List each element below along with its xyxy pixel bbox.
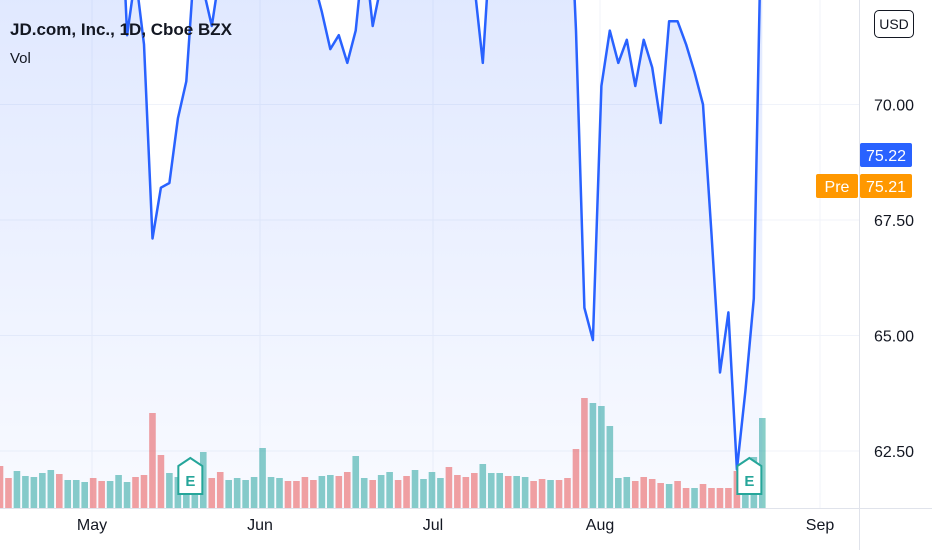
x-tick-label: Aug [586, 517, 614, 534]
currency-button[interactable]: USD [874, 10, 914, 38]
y-tick-label: 62.50 [874, 444, 914, 461]
x-tick-label: Sep [806, 517, 835, 534]
last-price-value: 75.22 [866, 148, 906, 165]
y-tick-label: 65.00 [874, 329, 914, 346]
y-tick-label: 70.00 [874, 98, 914, 115]
x-tick-label: May [77, 517, 107, 534]
premarket-value: 75.21 [866, 179, 906, 196]
premarket-label: Pre [825, 179, 850, 196]
earnings-marker-shape [736, 456, 763, 495]
volume-indicator-label[interactable]: Vol [10, 50, 31, 67]
y-tick-label: 67.50 [874, 213, 914, 230]
earnings-marker-label: E [185, 473, 195, 490]
price-area [0, 0, 763, 508]
x-tick-label: Jun [247, 517, 273, 534]
earnings-marker-shape [177, 456, 204, 495]
price-line [124, 0, 761, 471]
earnings-marker[interactable]: E [177, 456, 204, 495]
last-price-tag: 75.22 [860, 143, 912, 167]
x-tick-label: Jul [423, 517, 443, 534]
chart-title: JD.com, Inc., 1D, Cboe BZX [10, 20, 232, 39]
earnings-marker-label: E [744, 473, 754, 490]
premarket-tag: Pre 75.21 [816, 174, 912, 198]
earnings-marker[interactable]: E [736, 456, 763, 495]
time-axis[interactable]: May Jun Jul Aug Sep [77, 517, 834, 534]
